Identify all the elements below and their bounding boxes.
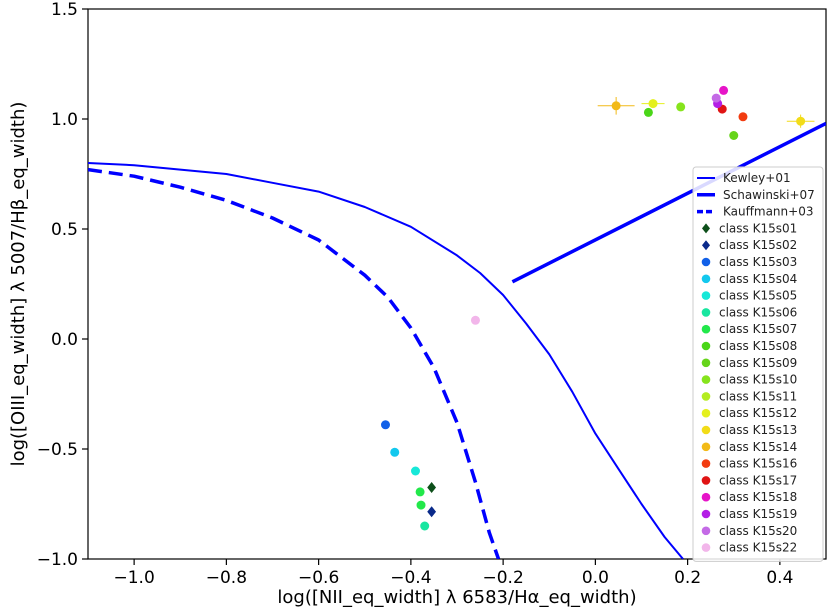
legend-label: class K15s05	[719, 289, 797, 303]
legend-label: class K15s06	[719, 305, 797, 319]
line-kewley-01	[88, 162, 684, 559]
legend-label: class K15s11	[719, 389, 797, 403]
y-tick-label: 1.5	[51, 0, 78, 20]
legend-marker	[701, 308, 711, 317]
point-class-k15s20	[711, 93, 721, 103]
legend-label: class K15s20	[719, 524, 797, 538]
legend-label: Kauffmann+03	[723, 205, 813, 219]
legend-label: class K15s09	[719, 356, 797, 370]
legend-marker	[701, 408, 711, 418]
x-axis-label: log([NII_eq_width] λ 6583/Hα_eq_width)	[277, 587, 636, 608]
y-tick-label: 1.0	[51, 110, 78, 130]
legend-marker	[701, 358, 711, 368]
legend-marker	[701, 341, 711, 351]
legend-marker	[701, 425, 711, 435]
legend-marker	[701, 257, 711, 267]
x-tick-label: −0.8	[206, 568, 247, 588]
boundary-lines	[88, 121, 826, 559]
line-kauffmann-03	[88, 167, 501, 559]
legend-marker	[701, 476, 711, 485]
y-tick-label: −1.0	[37, 550, 78, 570]
point-class-k15s10	[676, 102, 686, 112]
point-class-k15s08	[643, 107, 653, 117]
x-tick-label: 0.4	[766, 568, 793, 588]
legend-marker	[701, 543, 711, 552]
legend-label: class K15s07	[719, 322, 797, 336]
legend-marker	[701, 291, 711, 300]
x-tick-label: −0.6	[298, 568, 339, 588]
legend-label: class K15s03	[719, 255, 797, 269]
point-class-k15s14	[611, 101, 621, 111]
legend-marker	[701, 392, 711, 401]
legend-label: class K15s22	[719, 541, 797, 555]
legend-label: class K15s10	[719, 373, 797, 387]
y-tick-label: 0.5	[51, 220, 78, 240]
x-tick-label: 0.2	[674, 568, 701, 588]
point-class-k15s07	[415, 487, 425, 497]
point-class-k15s22	[470, 315, 480, 325]
legend-label: Kewley+01	[723, 171, 791, 185]
point-class-k15s06	[420, 521, 430, 531]
legend: Kewley+01 Schawinski+07 Kauffmann+03 class …	[692, 166, 824, 562]
legend-marker	[702, 240, 710, 251]
legend-marker	[701, 526, 711, 536]
point-class-k15s16	[738, 112, 748, 122]
axis-ticks: −1.0 −0.8 −0.6 −0.4 −0.2 0.0 0.2 0.4 −1.0 −0.5 0.0…	[37, 0, 794, 588]
point-class-k15s05	[410, 466, 420, 476]
legend-label: class K15s16	[719, 457, 797, 471]
legend-marker	[701, 375, 711, 384]
point-class-k15s01	[427, 482, 437, 493]
legend-label: class K15s18	[719, 490, 797, 504]
legend-label: class K15s12	[719, 406, 797, 420]
y-tick-label: 0.0	[51, 330, 78, 350]
legend-label: Schawinski+07	[723, 188, 815, 202]
point-class-k15s02	[427, 506, 437, 518]
legend-marker	[701, 274, 711, 284]
line-schawinski-07	[511, 121, 826, 284]
legend-marker	[701, 509, 711, 519]
legend-label: class K15s01	[719, 221, 797, 235]
x-tick-label: 0.0	[582, 568, 609, 588]
legend-box	[692, 166, 824, 562]
legend-marker	[701, 324, 711, 334]
legend-label: class K15s04	[719, 272, 797, 286]
legend-label: class K15s08	[719, 339, 797, 353]
point-class-k15s03	[381, 420, 391, 430]
point-class-k15s12	[648, 99, 658, 109]
point-class-k15s04	[390, 447, 400, 457]
legend-marker	[701, 459, 711, 468]
legend-marker	[701, 492, 711, 502]
y-axis-label: log([OIII_eq_width] λ 5007/Hβ_eq_width)	[8, 102, 29, 467]
x-tick-label: −0.2	[482, 568, 523, 588]
data-points	[381, 85, 815, 531]
point-class-k15s13	[796, 116, 806, 126]
y-tick-label: −0.5	[37, 440, 78, 460]
point-class-k15s09	[729, 131, 739, 140]
legend-label: class K15s13	[719, 423, 797, 437]
legend-label: class K15s02	[719, 238, 797, 252]
legend-label: class K15s14	[719, 440, 797, 454]
x-tick-label: −1.0	[113, 568, 154, 588]
legend-marker	[702, 223, 710, 234]
point-class-k15s07	[416, 500, 426, 510]
legend-label: class K15s19	[719, 507, 797, 521]
x-tick-label: −0.4	[390, 568, 431, 588]
legend-label: class K15s17	[719, 473, 797, 487]
point-class-k15s18	[719, 85, 729, 95]
legend-marker	[701, 442, 711, 452]
